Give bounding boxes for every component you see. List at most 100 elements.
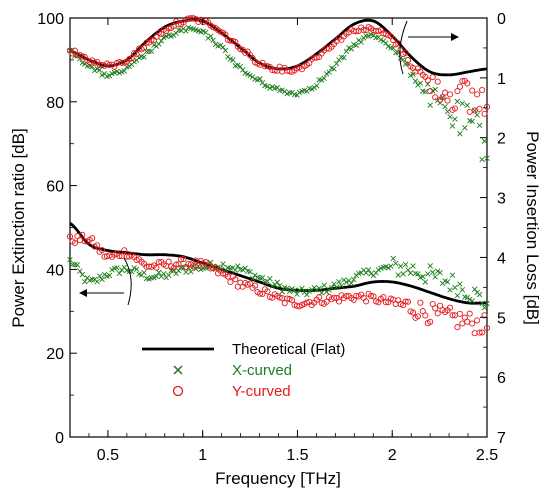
x-curved-point — [232, 267, 239, 273]
x-curved-point — [447, 114, 453, 120]
y-left-tick-label: 80 — [46, 95, 64, 112]
x-curved-point — [452, 116, 458, 122]
y-curved-point — [469, 320, 476, 327]
x-curved-point — [165, 272, 172, 278]
y-curved-point — [303, 299, 310, 306]
y-curved-point — [343, 293, 350, 300]
x-curved-point — [484, 300, 490, 307]
y-right-tick-label: 6 — [497, 370, 506, 387]
y-right-tick-label: 0 — [497, 11, 506, 28]
y-curved-point — [276, 294, 283, 301]
y-curved-point — [446, 304, 454, 311]
x-curved-point — [333, 60, 340, 67]
y-left-tick-label: 40 — [46, 262, 64, 279]
x-curved-point — [207, 33, 214, 39]
x-curved-point — [79, 271, 86, 278]
x-curved-point — [410, 71, 416, 78]
x-curved-point — [114, 68, 120, 75]
x-curved-point — [432, 274, 438, 280]
legend-entry: X-curved — [173, 362, 292, 379]
legend: Theoretical (Flat) X-curved Y-curved — [142, 341, 345, 400]
legend-entry: Y-curved — [172, 383, 291, 400]
x-curved-point — [476, 122, 483, 129]
x-curved-point — [447, 287, 453, 293]
x-curved-point — [331, 281, 337, 287]
x-curved-point — [106, 272, 113, 279]
x-curved-point — [222, 47, 229, 54]
x-curved-point — [464, 294, 470, 301]
x-curved-point — [220, 44, 226, 50]
x-curved-point — [464, 102, 470, 109]
y-curved-point — [155, 259, 162, 266]
y-curved-point — [94, 242, 101, 249]
y-curved-point — [79, 231, 86, 238]
y-right-tick-label: 1 — [497, 71, 506, 88]
y-curved-point — [474, 317, 481, 324]
x-curved-point — [328, 284, 335, 291]
x-curved-point — [400, 271, 406, 277]
y-curved-point — [466, 310, 473, 317]
x-curved-point — [257, 76, 263, 82]
x-curved-point — [457, 131, 463, 137]
x-curved-point — [481, 138, 488, 144]
x-curved-point — [74, 262, 81, 268]
x-curved-point — [333, 284, 340, 291]
y-curved-point — [165, 25, 172, 32]
x-curved-point — [235, 62, 241, 68]
y-curved-point — [476, 329, 483, 336]
x-curved-point — [437, 269, 443, 276]
x-curved-point — [269, 84, 276, 90]
x-curved-point — [467, 296, 473, 302]
y-curved-point — [432, 94, 439, 101]
x-curved-point — [314, 286, 320, 293]
y-curved-point — [432, 305, 439, 312]
x-tick-label: 0.5 — [97, 447, 119, 464]
x-tick-label: 2.5 — [476, 447, 498, 464]
x-curved-point — [351, 276, 357, 283]
series-layer — [66, 15, 491, 337]
y-curved-point — [323, 298, 330, 305]
right-curve-indicator — [399, 20, 408, 75]
x-curved-point — [237, 63, 243, 70]
x-curved-point — [235, 263, 241, 269]
x-curved-point — [89, 276, 95, 283]
x-curved-point — [148, 48, 155, 55]
series-circle-left-2 — [66, 231, 491, 337]
y-curved-point — [143, 39, 150, 46]
y-curved-point — [437, 302, 444, 309]
x-curved-point — [444, 108, 451, 115]
y-curved-point — [165, 258, 172, 265]
y-curved-point — [195, 262, 202, 269]
x-curved-point — [161, 271, 167, 277]
x-curved-point — [131, 59, 137, 65]
x-curved-point — [341, 54, 347, 61]
x-curved-point — [336, 279, 342, 285]
y-curved-point — [232, 38, 239, 45]
x-curved-point — [212, 41, 219, 48]
y-curved-point — [363, 298, 370, 305]
x-curved-point — [469, 298, 475, 304]
y-right-tick-label: 7 — [497, 430, 506, 447]
x-curved-point — [454, 292, 461, 299]
x-curved-point — [417, 80, 424, 86]
x-curved-point — [96, 273, 103, 279]
x-curved-point — [279, 87, 285, 93]
x-curved-point — [407, 270, 414, 276]
y-curved-point — [456, 83, 463, 90]
x-curved-point — [449, 123, 456, 129]
x-curved-point — [314, 83, 320, 89]
x-curved-point — [202, 29, 209, 36]
y-curved-point — [390, 36, 397, 44]
x-curved-point — [94, 278, 100, 285]
x-curved-point — [220, 261, 226, 267]
x-curved-point — [429, 269, 436, 276]
x-curved-point — [82, 278, 88, 285]
y-curved-point — [402, 298, 409, 305]
x-curved-point — [304, 291, 310, 298]
y-curved-point — [454, 324, 461, 331]
y-curved-point — [158, 31, 165, 38]
y-left-tick-label: 20 — [46, 346, 64, 363]
y-curved-point — [469, 87, 476, 94]
x-curved-point — [326, 69, 332, 75]
x-curved-point — [210, 37, 216, 43]
